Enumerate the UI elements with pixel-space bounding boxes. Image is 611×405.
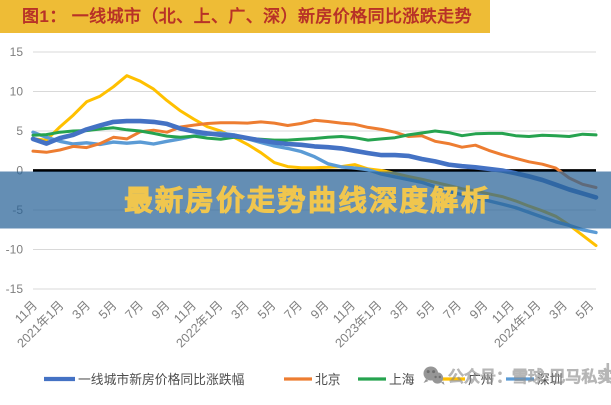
svg-text:深圳: 深圳 [537, 372, 563, 387]
svg-text:最新房价走势曲线深度解析: 最新房价走势曲线深度解析 [124, 184, 491, 216]
svg-text:上海: 上海 [389, 372, 415, 387]
svg-text:5: 5 [16, 124, 23, 138]
svg-text:10: 10 [10, 85, 24, 99]
svg-text:广州: 广州 [468, 372, 494, 387]
svg-text:-10: -10 [6, 243, 24, 257]
svg-text:公众号：雪球·巴马私实: 公众号：雪球·巴马私实 [448, 367, 611, 386]
svg-text:15: 15 [10, 45, 24, 59]
svg-text:0: 0 [16, 164, 23, 178]
svg-text:-15: -15 [6, 282, 24, 296]
svg-text:图1： 一线城市（北、上、广、深）新房价格同比涨跌走势: 图1： 一线城市（北、上、广、深）新房价格同比涨跌走势 [22, 6, 472, 26]
svg-text:一线城市新房价格同比涨跌幅: 一线城市新房价格同比涨跌幅 [78, 372, 245, 387]
svg-text:北京: 北京 [315, 372, 341, 387]
